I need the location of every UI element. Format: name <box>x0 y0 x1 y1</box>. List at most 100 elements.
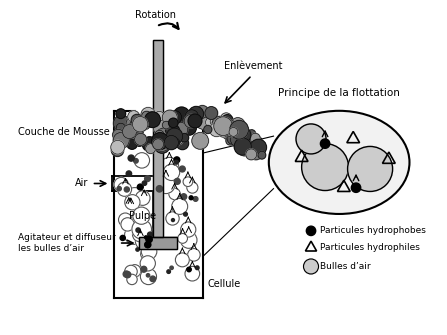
Circle shape <box>206 125 214 133</box>
Circle shape <box>137 116 151 130</box>
Circle shape <box>226 132 239 145</box>
Circle shape <box>166 212 179 225</box>
Circle shape <box>226 137 234 145</box>
Text: Enlèvement: Enlèvement <box>224 61 282 71</box>
Circle shape <box>170 138 180 147</box>
Circle shape <box>156 131 164 139</box>
Text: Bulles d’air: Bulles d’air <box>320 262 371 271</box>
Circle shape <box>169 118 178 128</box>
Circle shape <box>174 157 180 163</box>
Text: Particules hydrophiles: Particules hydrophiles <box>320 243 420 252</box>
Bar <box>153 41 163 238</box>
Circle shape <box>306 226 316 236</box>
Circle shape <box>181 222 196 237</box>
Circle shape <box>296 124 326 154</box>
Circle shape <box>132 219 152 239</box>
Circle shape <box>126 188 144 206</box>
Text: Cellule: Cellule <box>208 279 241 289</box>
Circle shape <box>195 113 212 129</box>
Circle shape <box>135 137 144 146</box>
Circle shape <box>217 125 229 137</box>
Circle shape <box>150 276 156 282</box>
Circle shape <box>131 114 143 126</box>
Circle shape <box>123 271 129 277</box>
Circle shape <box>235 130 246 141</box>
Circle shape <box>127 274 137 285</box>
Circle shape <box>111 140 125 154</box>
Circle shape <box>187 267 191 272</box>
Circle shape <box>142 181 147 185</box>
Circle shape <box>119 133 127 142</box>
Circle shape <box>175 253 189 267</box>
Circle shape <box>128 155 134 161</box>
Circle shape <box>173 107 190 123</box>
Circle shape <box>235 127 251 143</box>
Circle shape <box>140 256 156 271</box>
Circle shape <box>155 138 170 153</box>
Circle shape <box>195 266 199 270</box>
Circle shape <box>141 108 156 122</box>
Circle shape <box>188 114 202 128</box>
Circle shape <box>118 213 132 226</box>
Circle shape <box>163 164 180 181</box>
Bar <box>153 41 163 238</box>
Circle shape <box>181 232 197 248</box>
Circle shape <box>210 123 224 137</box>
Circle shape <box>188 249 200 261</box>
Circle shape <box>155 130 164 140</box>
Circle shape <box>137 184 143 190</box>
Circle shape <box>162 110 177 125</box>
Circle shape <box>246 135 263 152</box>
Circle shape <box>172 218 174 221</box>
Circle shape <box>176 137 189 150</box>
Circle shape <box>167 270 170 273</box>
Circle shape <box>236 124 246 134</box>
Circle shape <box>255 151 262 159</box>
Circle shape <box>113 132 129 148</box>
Text: Pulpe: Pulpe <box>129 211 156 221</box>
Circle shape <box>163 130 171 138</box>
Text: Particules hydrophobes: Particules hydrophobes <box>320 226 426 236</box>
Circle shape <box>250 133 260 143</box>
Circle shape <box>118 182 131 196</box>
Circle shape <box>214 117 232 135</box>
Circle shape <box>227 132 240 145</box>
Circle shape <box>135 133 147 145</box>
Circle shape <box>185 266 200 281</box>
Text: Principe de la flottation: Principe de la flottation <box>278 88 400 98</box>
Circle shape <box>142 137 157 151</box>
Circle shape <box>135 191 150 205</box>
Circle shape <box>250 149 258 157</box>
Text: Couche de Mousse: Couche de Mousse <box>17 127 110 137</box>
Circle shape <box>152 133 169 149</box>
Circle shape <box>196 106 209 118</box>
Circle shape <box>136 248 139 251</box>
Circle shape <box>132 227 147 242</box>
Circle shape <box>133 207 150 224</box>
Circle shape <box>141 244 157 259</box>
Circle shape <box>230 120 249 139</box>
Circle shape <box>156 186 163 192</box>
Circle shape <box>117 187 121 191</box>
Circle shape <box>171 132 184 145</box>
Circle shape <box>304 259 319 274</box>
Circle shape <box>120 236 125 241</box>
Circle shape <box>142 111 152 121</box>
Circle shape <box>113 129 124 140</box>
Circle shape <box>126 171 131 177</box>
Circle shape <box>156 128 172 145</box>
Circle shape <box>125 225 143 245</box>
Circle shape <box>204 125 212 134</box>
Circle shape <box>127 139 137 149</box>
Circle shape <box>130 118 144 133</box>
Circle shape <box>147 112 157 123</box>
Circle shape <box>212 116 228 132</box>
Ellipse shape <box>269 111 409 214</box>
Circle shape <box>145 242 150 248</box>
Circle shape <box>241 134 250 143</box>
Text: Rotation: Rotation <box>135 10 176 20</box>
Text: Air: Air <box>76 178 89 188</box>
Circle shape <box>250 139 266 155</box>
Circle shape <box>121 218 134 231</box>
Circle shape <box>133 127 143 137</box>
